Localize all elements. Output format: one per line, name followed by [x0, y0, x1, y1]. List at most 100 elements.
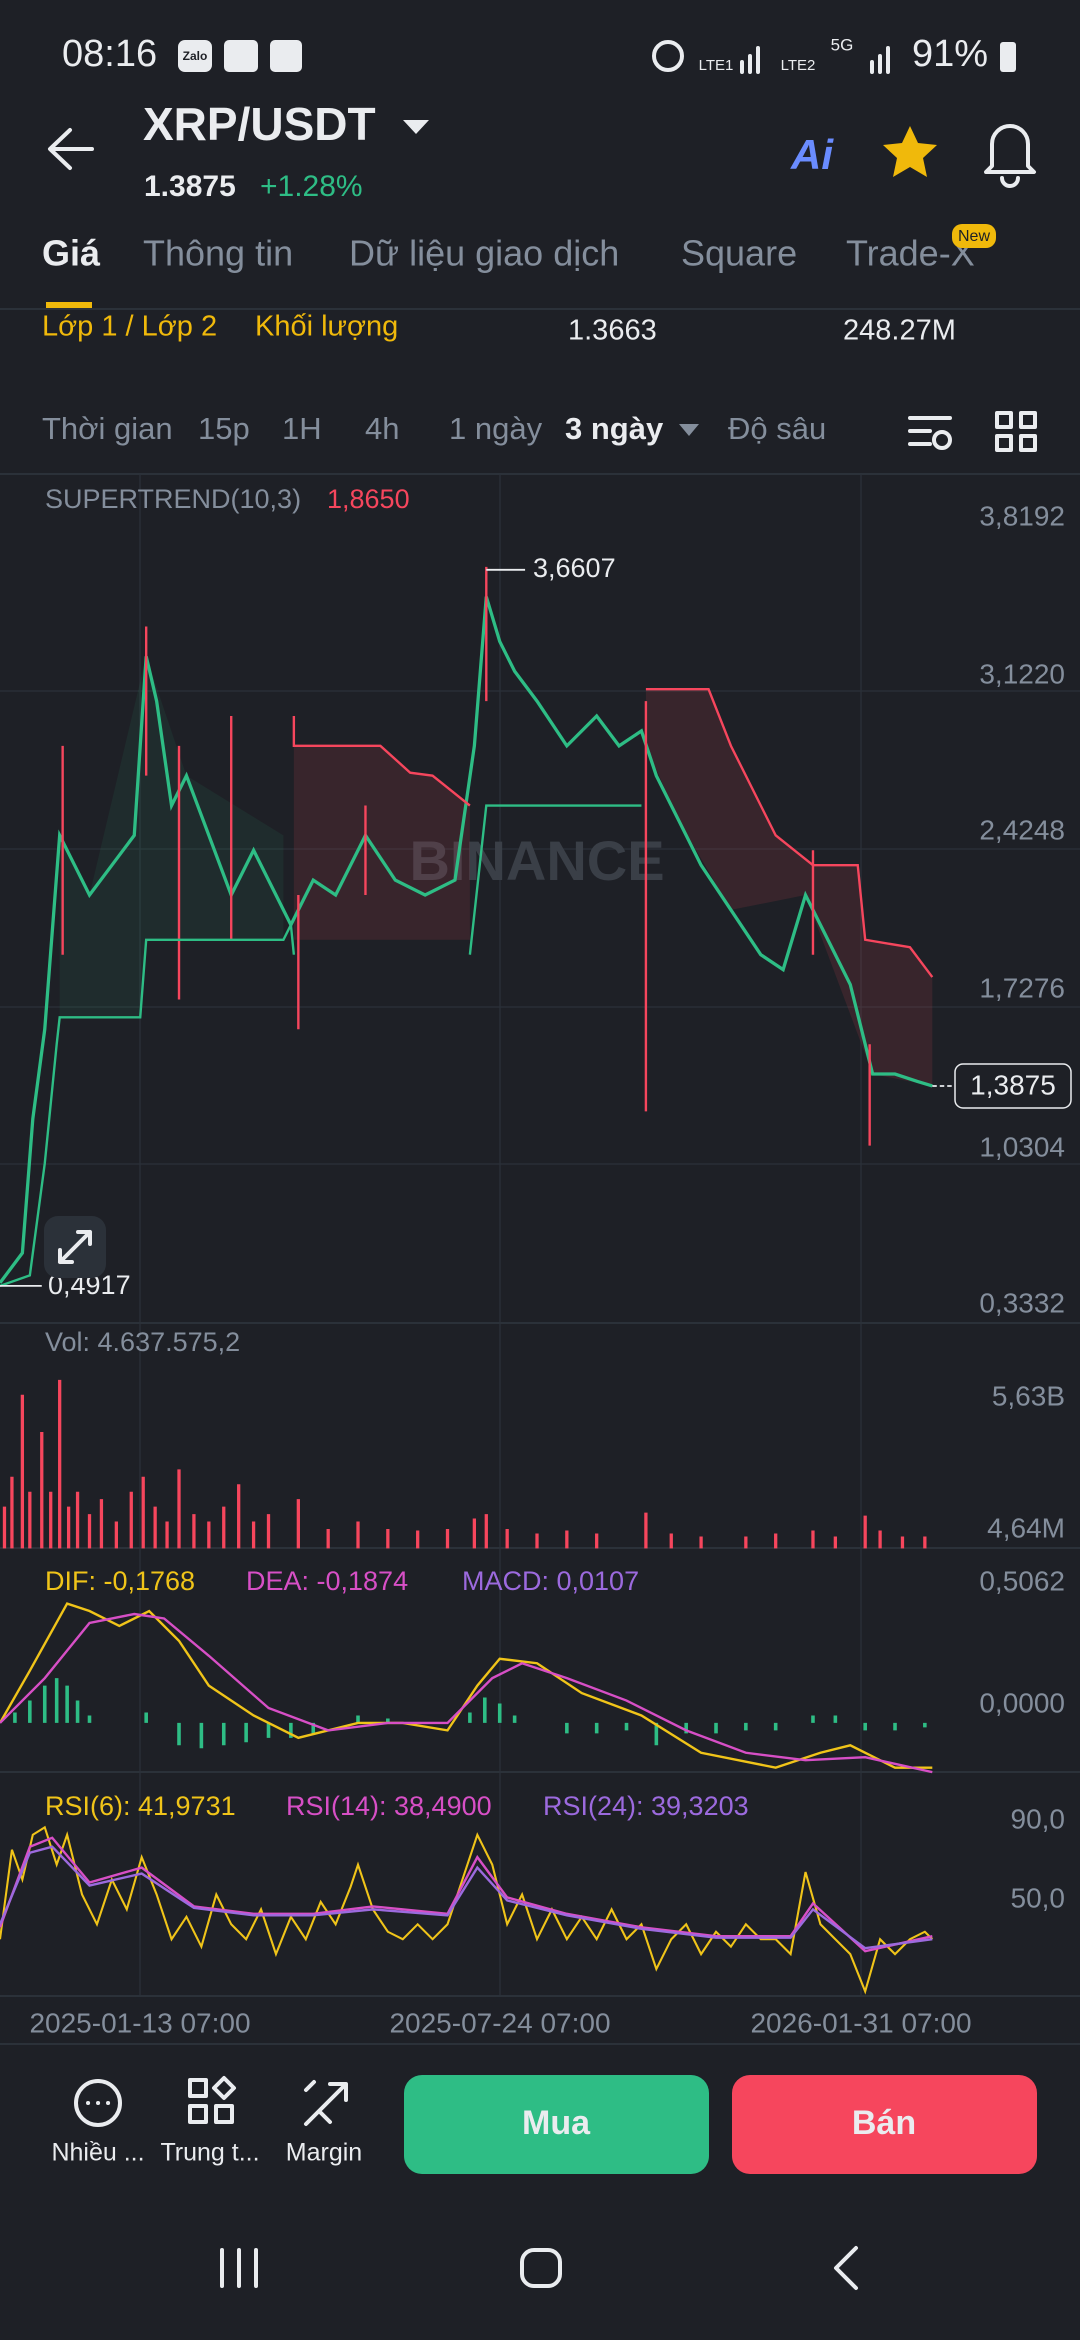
high-label: 3,6607 — [533, 553, 616, 583]
nav-back[interactable] — [834, 2246, 858, 2290]
interval-dropdown[interactable] — [679, 424, 699, 436]
header-change: +1.28% — [260, 170, 363, 203]
zalo-icon — [178, 40, 212, 72]
tab[interactable]: Square — [681, 233, 797, 274]
header-price: 1.3875 — [144, 170, 236, 203]
center-icon[interactable] — [188, 2076, 236, 2124]
status-time: 08:16 — [62, 33, 157, 75]
layers-label[interactable]: Lớp 1 / Lớp 2 — [42, 311, 217, 343]
dea-label: DEA: -0,1874 — [246, 1566, 408, 1596]
interval-option[interactable]: 1H — [282, 411, 322, 446]
supertrend-label: SUPERTREND(10,3) — [45, 484, 301, 514]
indicator-settings[interactable] — [908, 416, 952, 446]
ai-button[interactable]: Ai — [790, 131, 834, 178]
interval-option-selected[interactable]: 3 ngày — [565, 411, 664, 446]
tool-label[interactable]: Trung t... — [160, 2139, 259, 2167]
supertrend-fill — [293, 716, 470, 940]
order-volume: 248.27M — [843, 315, 956, 347]
volume-axis-label: 4,64M — [987, 1512, 1065, 1543]
5g-label: 5G — [831, 35, 854, 54]
nav-home[interactable] — [520, 2248, 562, 2288]
rsi-axis-label: 90,0 — [1011, 1803, 1066, 1834]
back-button[interactable] — [48, 128, 94, 170]
signal1 — [740, 46, 760, 74]
zalo-label: Zalo — [183, 49, 208, 63]
lte2-label: LTE2 — [781, 57, 816, 74]
chart-drawing — [0, 566, 955, 1995]
new-badge — [952, 224, 996, 248]
rsi-axis-label: 50,0 — [1011, 1882, 1066, 1913]
rsi6-label: RSI(6): 41,9731 — [45, 1791, 236, 1821]
x-axis-label: 2026-01-31 07:00 — [750, 2007, 971, 2038]
supertrend-down — [292, 716, 471, 807]
macd-label: MACD: 0,0107 — [462, 1566, 639, 1596]
rsi24-label: RSI(24): 39,3203 — [543, 1791, 749, 1821]
supertrend-up — [0, 920, 296, 1287]
margin-icon[interactable] — [304, 2080, 348, 2126]
volume-axis-label: 5,63B — [992, 1380, 1065, 1411]
lte1-label: LTE1 — [699, 57, 734, 74]
rsi14-label: RSI(14): 38,4900 — [286, 1791, 492, 1821]
macd-histogram — [13, 1678, 927, 1749]
y-axis-label: 3,1220 — [979, 658, 1065, 689]
order-price: 1.3663 — [568, 315, 657, 347]
y-axis-label: 3,8192 — [979, 500, 1065, 531]
supertrend-down — [645, 687, 934, 978]
dif-label: DIF: -0,1768 — [45, 1566, 195, 1596]
volume-label: Vol: 4.637.575,2 — [45, 1327, 240, 1357]
interval-label: Thời gian — [42, 411, 173, 446]
dif-line — [0, 1602, 933, 1769]
y-axis-label: 0,3332 — [979, 1287, 1065, 1318]
favorite-button[interactable] — [883, 126, 937, 177]
volume-toggle[interactable]: Khối lượng — [255, 311, 398, 343]
wicks — [61, 566, 871, 1146]
tab[interactable]: Dữ liệu giao dịch — [349, 233, 619, 274]
sell-label[interactable]: Bán — [852, 2104, 916, 2142]
battery-icon — [1000, 42, 1016, 72]
depth-tab[interactable]: Độ sâu — [728, 411, 826, 446]
gallery-icon — [224, 40, 258, 72]
battery-label: 91% — [912, 33, 988, 75]
new-badge-label: New — [958, 228, 990, 245]
y-axis-label: 1,7276 — [979, 972, 1065, 1003]
supertrend-fill — [59, 656, 284, 1018]
nav-recent[interactable] — [220, 2248, 258, 2288]
alert-button[interactable] — [984, 124, 1036, 188]
macd-axis-label: 0,0000 — [979, 1687, 1065, 1718]
tab-underline — [46, 302, 92, 308]
alarm-icon — [652, 40, 684, 72]
x-axis-label: 2025-01-13 07:00 — [29, 2007, 250, 2038]
interval-option[interactable]: 4h — [365, 411, 399, 446]
supertrend-up — [468, 804, 642, 955]
x-axis-label: 2025-07-24 07:00 — [389, 2007, 610, 2038]
tab[interactable]: Giá — [42, 233, 101, 274]
more-icon[interactable] — [74, 2079, 122, 2127]
tool-label[interactable]: Margin — [286, 2139, 362, 2167]
y-axis-label: 2,4248 — [979, 814, 1065, 845]
sell-button[interactable] — [732, 2075, 1037, 2174]
supertrend-fill — [645, 689, 933, 1086]
signal2 — [870, 46, 890, 74]
tab[interactable]: Thông tin — [143, 233, 293, 274]
y-axis-label: 1,0304 — [979, 1131, 1065, 1162]
tool-label[interactable]: Nhiều ... — [51, 2139, 144, 2167]
layout-button[interactable] — [995, 411, 1037, 452]
volume-bars — [2, 1379, 927, 1549]
extreme-markers — [0, 568, 526, 1287]
rsi24-line — [0, 1845, 933, 1950]
price-path — [0, 596, 933, 1284]
interval-option[interactable]: 15p — [198, 411, 250, 446]
dea-line — [0, 1612, 933, 1774]
buy-button[interactable] — [404, 2075, 709, 2174]
pair-title[interactable]: XRP/USDT — [143, 98, 376, 150]
last-price: 1,3875 — [970, 1069, 1056, 1100]
pair-dropdown[interactable] — [403, 120, 429, 134]
interval-option[interactable]: 1 ngày — [449, 411, 543, 446]
indicator-settings-dot — [932, 430, 952, 450]
last-price-box — [954, 1063, 1072, 1109]
buy-label[interactable]: Mua — [522, 2104, 591, 2142]
supertrend-value: 1,8650 — [327, 484, 410, 514]
